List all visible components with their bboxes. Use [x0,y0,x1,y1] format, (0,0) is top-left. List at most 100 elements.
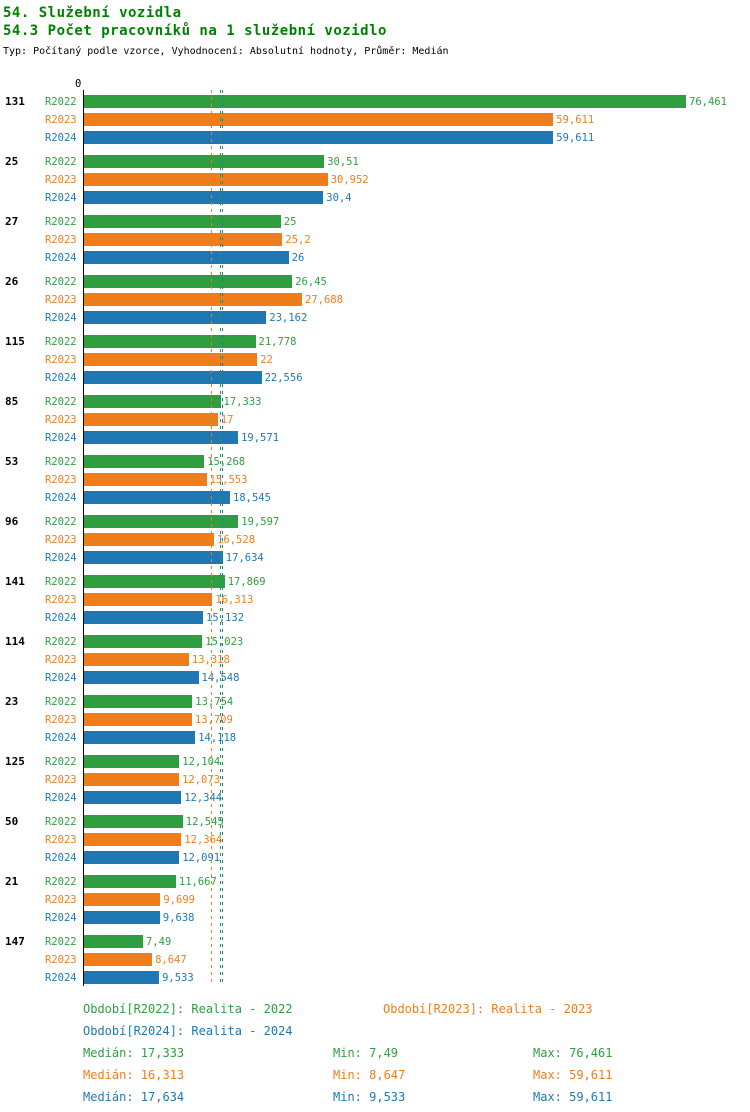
series-label: R2022 [45,875,77,888]
bar [84,593,213,606]
bar-row: R2023 15,553 [3,473,747,486]
series-label: R2023 [45,653,77,666]
series-label: R2024 [45,851,77,864]
bar-value-label: 19,597 [241,515,280,528]
bar [84,953,153,966]
bar [84,791,182,804]
bar-row: 21 R2022 11,667 [3,875,747,888]
bar [84,653,189,666]
bar [84,695,193,708]
bar-value-label: 12,344 [184,791,223,804]
series-label: R2024 [45,791,77,804]
series-label: R2023 [45,593,77,606]
bar [84,395,221,408]
bar [84,731,196,744]
series-label: R2022 [45,935,77,948]
bar-row: R2024 14,118 [3,731,747,744]
bar [84,713,192,726]
bar-value-label: 17,333 [223,395,262,408]
bar-row: 85 R2022 17,333 [3,395,747,408]
bar-row: R2024 17,634 [3,551,747,564]
bar-value-label: 15,553 [209,473,248,486]
bar-row: 141 R2022 17,869 [3,575,747,588]
bar-group: 50 R2022 12,545 R2023 12,364 R2024 12,091 [3,815,747,864]
bar [84,311,267,324]
bar [84,551,223,564]
chart-meta: Typ: Počítaný podle vzorce, Vyhodnocení:… [3,46,449,57]
bar [84,155,325,168]
bar-value-label: 15,268 [207,455,246,468]
bar-row: R2024 9,533 [3,971,747,984]
median-stat-r2024: Medián: 17,634 [83,1090,185,1104]
bar-row: R2024 14,548 [3,671,747,684]
series-label: R2022 [45,215,77,228]
series-label: R2023 [45,713,77,726]
bar [84,113,554,126]
series-label: R2024 [45,431,77,444]
bar-value-label: 9,533 [162,971,194,984]
bar-row: 115 R2022 21,778 [3,335,747,348]
bar-value-label: 27,688 [305,293,343,306]
bar-chart: 0 131 R2022 76,461 R2023 59,611 R2024 59,611 25… [3,78,747,986]
group-label: 131 [5,95,25,108]
bar-value-label: 18,545 [233,491,271,504]
bar [84,671,199,684]
page-subtitle: 54.3 Počet pracovníků na 1 služební vozi… [3,23,387,39]
bar-row: R2023 17 [3,413,747,426]
series-label: R2024 [45,491,77,504]
group-label: 85 [5,395,19,408]
bar-group: 27 R2022 25 R2023 25,2 R2024 26 [3,215,747,264]
bar [84,833,182,846]
bar-group: 125 R2022 12,104 R2023 12,073 R2024 12,344 [3,755,747,804]
bar-row: R2023 25,2 [3,233,747,246]
bar-row: R2024 26 [3,251,747,264]
bar-value-label: 22 [260,353,273,366]
series-label: R2023 [45,233,77,246]
series-label: R2023 [45,173,77,186]
group-label: 114 [5,635,25,648]
bar [84,773,180,786]
bar-value-label: 19,571 [241,431,280,444]
bar-value-label: 17 [220,413,234,426]
group-label: 141 [5,575,25,588]
bar [84,893,161,906]
bar-row: R2024 23,162 [3,311,747,324]
bar-value-label: 25 [283,215,297,228]
bar-row: R2023 59,611 [3,113,747,126]
bar-row: R2024 30,4 [3,191,747,204]
legend-item-r2023: Období[R2023]: Realita - 2023 [383,1002,593,1016]
bar-row: R2023 9,699 [3,893,747,906]
bar-group: 141 R2022 17,869 R2023 16,313 R2024 15,132 [3,575,747,624]
bar-row: R2024 18,545 [3,491,747,504]
bar [84,353,258,366]
series-label: R2024 [45,191,77,204]
bar [84,173,328,186]
bar-row: R2024 15,132 [3,611,747,624]
bar-value-label: 12,091 [182,851,221,864]
median-stat-r2023: Medián: 16,313 [83,1068,185,1082]
series-label: R2022 [45,455,77,468]
bar-group: 21 R2022 11,667 R2023 9,699 R2024 9,638 [3,875,747,924]
bar-value-label: 12,364 [184,833,223,846]
bar-value-label: 8,647 [155,953,187,966]
series-label: R2024 [45,731,77,744]
bar-value-label: 25,2 [285,233,311,246]
bar [84,533,215,546]
bar [84,971,160,984]
bar-row: R2023 16,528 [3,533,747,546]
bar-group: 96 R2022 19,597 R2023 16,528 R2024 17,634 [3,515,747,564]
page-title: 54. Služební vozidla [3,5,182,21]
bar [84,473,207,486]
series-label: R2023 [45,113,77,126]
bar-row: R2023 12,073 [3,773,747,786]
bar [84,293,302,306]
series-label: R2022 [45,575,77,588]
bar-value-label: 30,51 [327,155,359,168]
series-label: R2022 [45,635,77,648]
series-label: R2022 [45,815,77,828]
bar-value-label: 14,118 [198,731,237,744]
min-stat-r2023: Min: 8,647 [333,1068,406,1082]
bar-value-label: 16,313 [215,593,254,606]
group-label: 53 [5,455,19,468]
